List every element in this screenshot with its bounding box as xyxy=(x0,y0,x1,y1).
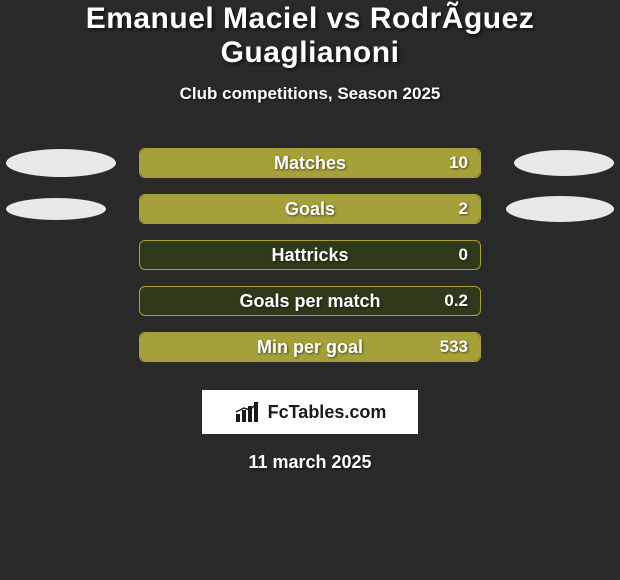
bar-track: Hattricks 0 xyxy=(139,240,481,270)
stat-label: Hattricks xyxy=(140,245,480,266)
bar-track: Goals per match 0.2 xyxy=(139,286,481,316)
right-ellipse xyxy=(514,150,614,176)
stat-row: Min per goal 533 xyxy=(0,324,620,370)
right-ellipse xyxy=(506,196,614,222)
left-ellipse xyxy=(6,198,106,220)
stat-row: Matches 10 xyxy=(0,140,620,186)
bar-track: Matches 10 xyxy=(139,148,481,178)
bar-fill xyxy=(140,149,480,177)
stat-label: Goals per match xyxy=(140,291,480,312)
bar-fill xyxy=(140,195,480,223)
stat-row: Goals per match 0.2 xyxy=(0,278,620,324)
bar-track: Min per goal 533 xyxy=(139,332,481,362)
stat-value-right: 0.2 xyxy=(444,291,468,311)
bar-fill xyxy=(140,333,480,361)
date-text: 11 march 2025 xyxy=(0,452,620,473)
brand-box: FcTables.com xyxy=(202,390,418,434)
left-ellipse xyxy=(6,149,116,177)
stat-value-right: 0 xyxy=(459,245,468,265)
brand-chart-icon xyxy=(234,400,264,424)
comparison-card: Emanuel Maciel vs RodrÃ­guez Guaglianoni… xyxy=(0,0,620,473)
stat-row: Hattricks 0 xyxy=(0,232,620,278)
stats-rows: Matches 10 Goals 2 Hattricks 0 xyxy=(0,140,620,370)
page-title: Emanuel Maciel vs RodrÃ­guez Guaglianoni xyxy=(0,2,620,70)
stat-row: Goals 2 xyxy=(0,186,620,232)
bar-track: Goals 2 xyxy=(139,194,481,224)
brand-text: FcTables.com xyxy=(268,402,387,423)
subtitle: Club competitions, Season 2025 xyxy=(0,84,620,104)
